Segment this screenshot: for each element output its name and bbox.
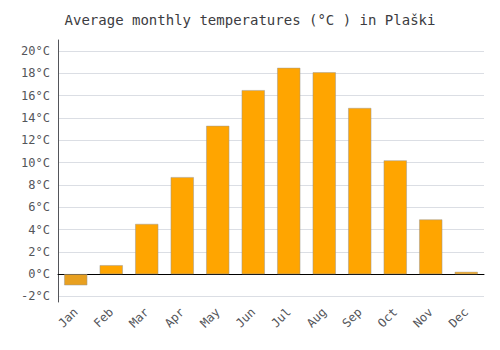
svg-text:16°C: 16°C — [21, 89, 50, 103]
svg-text:Average monthly temperatures (: Average monthly temperatures (°C ) in Pl… — [65, 12, 436, 28]
svg-text:Mar: Mar — [126, 305, 151, 330]
svg-text:Feb: Feb — [91, 305, 116, 330]
svg-text:18°C: 18°C — [21, 66, 50, 80]
svg-text:Dec: Dec — [446, 305, 471, 330]
svg-text:2°C: 2°C — [28, 245, 50, 259]
svg-text:Aug: Aug — [304, 305, 329, 330]
svg-text:20°C: 20°C — [21, 44, 50, 58]
svg-text:Jan: Jan — [55, 305, 80, 330]
svg-text:8°C: 8°C — [28, 178, 50, 192]
svg-text:Nov: Nov — [410, 305, 435, 330]
svg-text:Jul: Jul — [268, 305, 293, 330]
svg-text:May: May — [197, 305, 222, 330]
svg-text:14°C: 14°C — [21, 111, 50, 125]
svg-text:Apr: Apr — [162, 305, 187, 330]
svg-text:0°C: 0°C — [28, 267, 50, 281]
svg-text:-2°C: -2°C — [21, 289, 50, 303]
svg-text:6°C: 6°C — [28, 200, 50, 214]
svg-text:Jun: Jun — [233, 305, 258, 330]
svg-text:Sep: Sep — [339, 305, 364, 330]
svg-text:10°C: 10°C — [21, 156, 50, 170]
svg-text:12°C: 12°C — [21, 133, 50, 147]
svg-text:4°C: 4°C — [28, 223, 50, 237]
svg-text:Oct: Oct — [375, 305, 400, 330]
